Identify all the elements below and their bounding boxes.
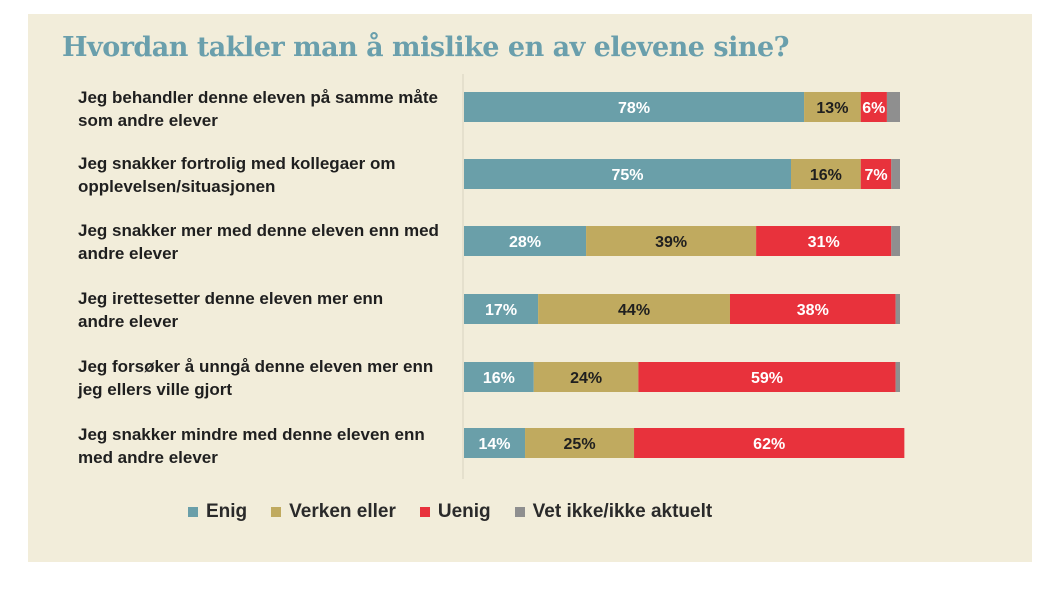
bar-segment-enig	[464, 428, 526, 458]
data-label-verken-eller: 16%	[810, 167, 842, 184]
bar-segment-verken-eller	[533, 362, 639, 392]
category-label: Jeg irettesetter denne eleven mer enn and…	[78, 289, 384, 331]
category-label: Jeg snakker mer med denne eleven enn med…	[78, 221, 439, 263]
data-label-enig: 75%	[611, 167, 643, 184]
bar-segment-enig	[464, 226, 587, 256]
legend-label-verken-eller: Verken eller	[289, 501, 396, 522]
data-label-verken-eller: 39%	[655, 234, 687, 251]
bar-segment-verken-eller	[538, 294, 730, 324]
data-label-verken-eller: 24%	[570, 370, 602, 387]
legend-swatch-uenig	[419, 507, 430, 517]
bar-segment-enig	[464, 362, 534, 392]
data-label-enig: 14%	[479, 436, 511, 453]
bar-segment-verken-eller	[804, 92, 861, 122]
bar-segment-vet-ikke	[886, 92, 900, 122]
legend-swatch-enig	[188, 507, 198, 517]
legend-label-vet-ikke: Vet ikke/ikke aktuelt	[532, 501, 713, 522]
legend-item-verken-eller: Verken eller	[271, 501, 396, 523]
data-label-enig: 28%	[509, 234, 541, 251]
bar-segment-verken-eller	[525, 428, 635, 458]
legend-label-enig: Enig	[206, 501, 248, 522]
bar-segment-uenig	[756, 226, 892, 256]
data-label-verken-eller: 25%	[564, 436, 596, 453]
legend-swatch-vet-ikke	[514, 507, 525, 517]
bar-segment-vet-ikke	[895, 294, 900, 324]
data-label-uenig: 31%	[808, 234, 840, 251]
legend-item-enig: Enig	[188, 501, 247, 523]
data-label-verken-eller: 44%	[618, 302, 650, 319]
bar-segment-verken-eller	[586, 226, 757, 256]
stacked-bar-chart: 78% 13% 6% 75% 16% 7% 28% 39% 31% 17% 44% 38% 16% 24%…	[462, 74, 905, 479]
bar-segment-uenig	[860, 159, 892, 189]
category-label: Jeg snakker fortrolig med kollegaer om op…	[78, 154, 396, 196]
bar-segment-uenig	[729, 294, 896, 324]
bar-segment-vet-ikke	[891, 226, 900, 256]
legend-item-uenig: Uenig	[419, 501, 491, 523]
data-label-enig: 17%	[485, 302, 517, 319]
bar-segment-uenig	[638, 362, 896, 392]
category-label: Jeg behandler denne eleven på samme måte…	[78, 88, 438, 130]
bar-segment-enig	[464, 92, 805, 122]
data-label-uenig: 62%	[753, 436, 785, 453]
bar-segment-enig	[464, 159, 791, 189]
legend: Enig Verken eller Uenig Vet ikke/ikke ak…	[188, 501, 712, 523]
data-label-uenig: 59%	[751, 370, 783, 387]
bar-segment-vet-ikke	[895, 362, 900, 392]
data-label-uenig: 7%	[864, 167, 887, 184]
bar-segment-uenig	[634, 428, 905, 458]
data-label-verken-eller: 13%	[816, 100, 848, 117]
bar-segment-enig	[464, 294, 539, 324]
legend-item-vet-ikke: Vet ikke/ikke aktuelt	[514, 501, 713, 523]
data-label-uenig: 6%	[862, 100, 885, 117]
bar-segment-vet-ikke	[891, 159, 900, 189]
data-label-enig: 16%	[483, 370, 515, 387]
category-label: Jeg forsøker å unngå denne eleven mer en…	[78, 357, 434, 399]
bar-segment-uenig	[860, 92, 887, 122]
legend-label-uenig: Uenig	[437, 501, 491, 522]
data-label-uenig: 38%	[797, 302, 829, 319]
chart-panel: Hvordan takler man å mislike en av eleve…	[28, 14, 1032, 562]
data-label-enig: 78%	[618, 100, 650, 117]
chart-title: Hvordan takler man å mislike en av eleve…	[62, 32, 789, 63]
category-label: Jeg snakker mindre med denne eleven enn m…	[78, 425, 425, 467]
legend-swatch-verken-eller	[271, 507, 282, 517]
bar-segment-verken-eller	[791, 159, 861, 189]
